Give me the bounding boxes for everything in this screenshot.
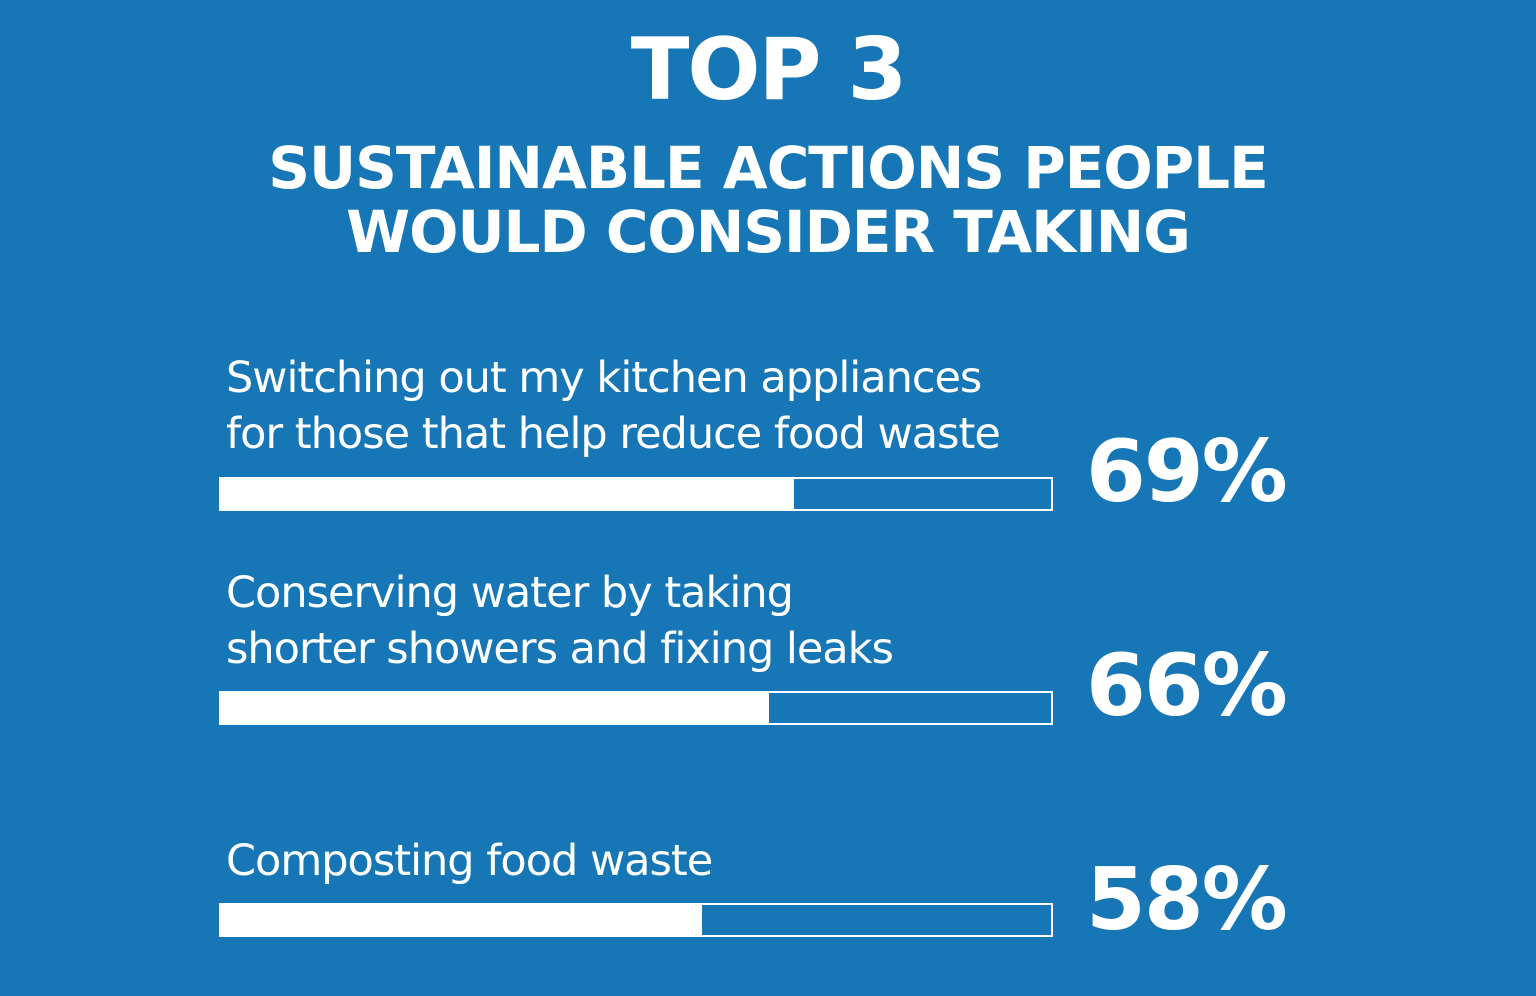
subtitle-line-2: WOULD CONSIDER TAKING [346, 198, 1191, 266]
bar-track-1 [219, 477, 1053, 511]
bar-label-2-line-1: Conserving water by taking [226, 568, 794, 618]
bar-label-1: Switching out my kitchen appliances for … [226, 350, 1046, 462]
bar-label-1-line-2: for those that help reduce food waste [226, 409, 1001, 459]
bar-label-2-line-2: shorter showers and fixing leaks [226, 624, 894, 674]
bar-track-2 [219, 691, 1053, 725]
bar-label-2: Conserving water by taking shorter showe… [226, 565, 1046, 677]
bar-1 [221, 479, 794, 509]
bar-value-label-1: 69% [1086, 422, 1288, 522]
bar-2 [221, 693, 769, 723]
bar-label-3: Composting food waste [226, 833, 1046, 889]
bar-track-3 [219, 903, 1053, 937]
subtitle-line-1: SUSTAINABLE ACTIONS PEOPLE [268, 134, 1269, 202]
bar-value-label-2: 66% [1086, 636, 1288, 736]
page-subtitle: SUSTAINABLE ACTIONS PEOPLE WOULD CONSIDE… [0, 136, 1536, 264]
bar-label-1-line-1: Switching out my kitchen appliances [226, 353, 982, 403]
bar-value-label-3: 58% [1086, 850, 1288, 950]
bar-3 [221, 905, 703, 935]
page-title: TOP 3 [630, 20, 908, 120]
bar-label-3-line-1: Composting food waste [226, 836, 713, 886]
